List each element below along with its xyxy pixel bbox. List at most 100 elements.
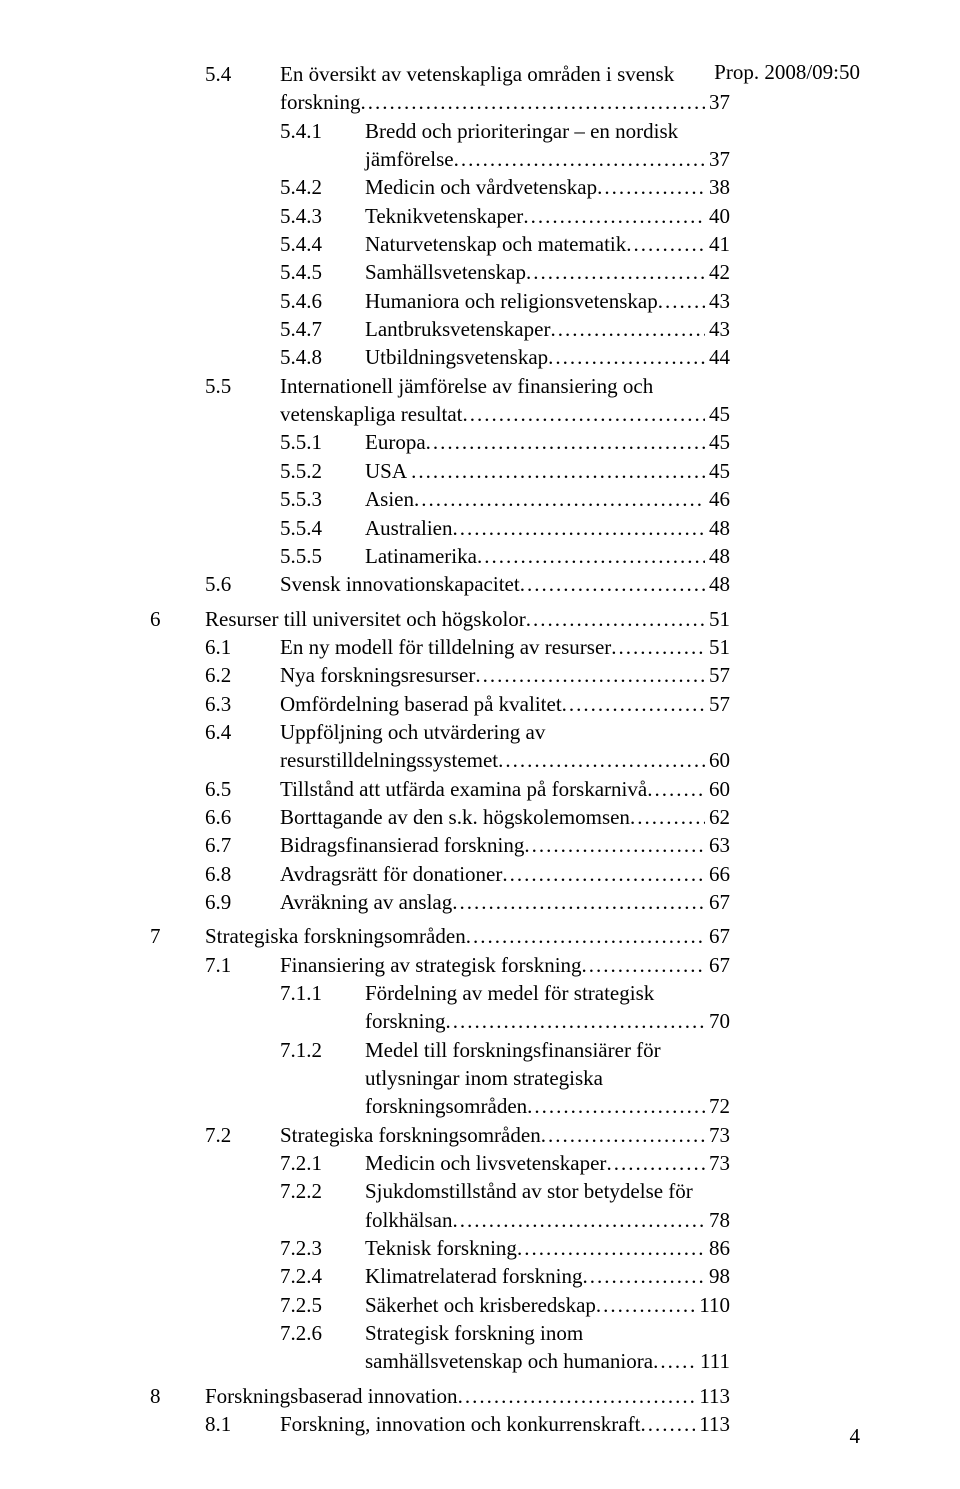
toc-title: Säkerhet och krisberedskap (365, 1291, 596, 1319)
toc-number: 5.4.3 (150, 202, 365, 230)
toc-number: 6.7 (150, 831, 280, 859)
toc-entry: 5.4.5Samhällsvetenskap42 (150, 258, 730, 286)
toc-number: 5.4.2 (150, 173, 365, 201)
toc-title: Forskning, innovation och konkurrenskraf… (280, 1410, 640, 1438)
toc-number: 5.5.3 (150, 485, 365, 513)
toc-entry-continuation: forskning70 (150, 1007, 730, 1035)
toc-title: Resurser till universitet och högskolor (205, 605, 526, 633)
toc-title: forskning (280, 88, 361, 116)
toc-entry: 5.5.3Asien 46 (150, 485, 730, 513)
toc-leader (361, 88, 706, 116)
toc-title: utlysningar inom strategiska (365, 1064, 603, 1092)
toc-entry: 7.1Finansiering av strategisk forskning6… (150, 951, 730, 979)
toc-entry: 5.4.3Teknikvetenskaper40 (150, 202, 730, 230)
toc-entry: 5.4.1Bredd och prioriteringar – en nordi… (150, 117, 730, 145)
toc-entry-continuation: forskningsområden72 (150, 1092, 730, 1120)
toc-entry: 7.1.2Medel till forskningsfinansiärer fö… (150, 1036, 730, 1064)
toc-page: 78 (705, 1206, 730, 1234)
toc-number: 5.6 (150, 570, 280, 598)
toc-leader (452, 888, 705, 916)
toc-page: 37 (705, 145, 730, 173)
toc-number: 5.5.5 (150, 542, 365, 570)
toc-number: 6.5 (150, 775, 280, 803)
toc-entry: 5.4.4Naturvetenskap och matematik41 (150, 230, 730, 258)
toc-title: Bredd och prioriteringar – en nordisk (365, 117, 678, 145)
toc-page: 51 (705, 633, 730, 661)
toc-page: 44 (705, 343, 730, 371)
toc-entry: 6.7Bidragsfinansierad forskning63 (150, 831, 730, 859)
page-number: 4 (850, 1424, 861, 1449)
toc-number: 7.2.5 (150, 1291, 365, 1319)
toc-entry: 7Strategiska forskningsområden67 (150, 922, 730, 950)
toc-number: 5.5.2 (150, 457, 365, 485)
toc-leader (411, 457, 705, 485)
toc-entry: 7.2.2Sjukdomstillstånd av stor betydelse… (150, 1177, 730, 1205)
toc-title: Medel till forskningsfinansiärer för (365, 1036, 661, 1064)
toc-title: USA (365, 457, 411, 485)
toc-page: 86 (705, 1234, 730, 1262)
toc-leader (452, 514, 705, 542)
toc-entry: 5.4En översikt av vetenskapliga områden … (150, 60, 730, 88)
toc-page: 38 (705, 173, 730, 201)
toc-page: 67 (705, 888, 730, 916)
toc-leader (658, 287, 705, 315)
toc-page: 43 (705, 287, 730, 315)
toc-leader (454, 145, 705, 173)
toc-leader (582, 951, 705, 979)
toc-number: 7.2.3 (150, 1234, 365, 1262)
toc-leader (626, 230, 705, 258)
toc-page: 45 (705, 400, 730, 428)
toc-entry: 5.6Svensk innovationskapacitet48 (150, 570, 730, 598)
toc-number: 5.4.8 (150, 343, 365, 371)
toc-leader (541, 1121, 705, 1149)
toc-page: 73 (705, 1121, 730, 1149)
toc-leader (526, 258, 705, 286)
toc-leader (640, 1410, 695, 1438)
toc-title: Lantbruksvetenskaper (365, 315, 550, 343)
toc-page: 46 (705, 485, 730, 513)
toc-number: 6.3 (150, 690, 280, 718)
toc-title: Borttagande av den s.k. högskolemomsen (280, 803, 630, 831)
toc-title: Medicin och livsvetenskaper (365, 1149, 606, 1177)
toc-number: 7.1.2 (150, 1036, 365, 1064)
toc-page: 41 (705, 230, 730, 258)
toc-leader (597, 173, 705, 201)
toc-entry: 6.1En ny modell för tilldelning av resur… (150, 633, 730, 661)
toc-number: 7.1 (150, 951, 280, 979)
toc-title: Australien (365, 514, 452, 542)
toc-entry-continuation: jämförelse 37 (150, 145, 730, 173)
toc-page: 60 (705, 775, 730, 803)
toc-entry-continuation: folkhälsan78 (150, 1206, 730, 1234)
toc-title: Omfördelning baserad på kvalitet (280, 690, 562, 718)
toc-title: jämförelse (365, 145, 454, 173)
toc-page: 62 (705, 803, 730, 831)
toc-entry: 5.4.2Medicin och vårdvetenskap 38 (150, 173, 730, 201)
toc-leader (426, 428, 705, 456)
toc-entry: 6.3Omfördelning baserad på kvalitet57 (150, 690, 730, 718)
toc-number: 5.5.4 (150, 514, 365, 542)
toc-entry: 6.8Avdragsrätt för donationer66 (150, 860, 730, 888)
toc-number: 7.2.1 (150, 1149, 365, 1177)
toc-leader (475, 661, 705, 689)
toc-title: Samhällsvetenskap (365, 258, 526, 286)
toc-number: 7.2 (150, 1121, 280, 1149)
toc-entry: 6.9Avräkning av anslag67 (150, 888, 730, 916)
toc-entry: 5.5.2USA 45 (150, 457, 730, 485)
toc-title: Medicin och vårdvetenskap (365, 173, 597, 201)
toc-page: 66 (705, 860, 730, 888)
toc-page: 111 (696, 1347, 730, 1375)
toc-leader (498, 746, 705, 774)
toc-title: Fördelning av medel för strategisk (365, 979, 654, 1007)
toc-title: Teknisk forskning (365, 1234, 517, 1262)
toc-title: Asien (365, 485, 414, 513)
toc-number: 6 (150, 605, 205, 633)
toc-entry: 6.2Nya forskningsresurser57 (150, 661, 730, 689)
toc-page: 72 (705, 1092, 730, 1120)
toc-title: En översikt av vetenskapliga områden i s… (280, 60, 674, 88)
toc-leader (583, 1262, 705, 1290)
toc-entry: 5.5.5Latinamerika48 (150, 542, 730, 570)
toc-leader (466, 922, 705, 950)
toc-entry-continuation: utlysningar inom strategiska (150, 1064, 730, 1092)
toc-title: Internationell jämförelse av finansierin… (280, 372, 653, 400)
toc-title: En ny modell för tilldelning av resurser (280, 633, 611, 661)
